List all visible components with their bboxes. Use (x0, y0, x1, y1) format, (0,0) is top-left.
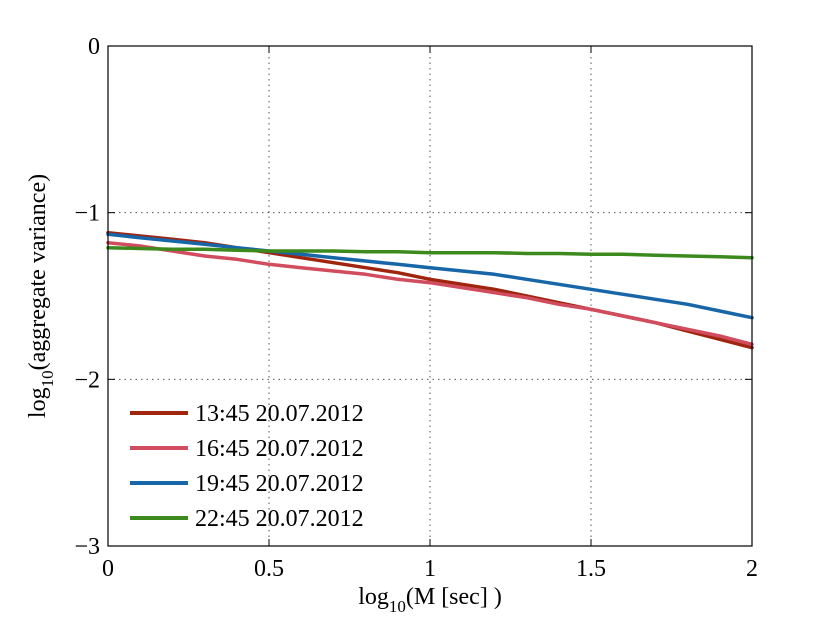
legend: 13:45 20.07.2012 16:45 20.07.2012 19:45 20… (130, 401, 364, 532)
y-axis-label-prefix: log (25, 387, 51, 418)
x-axis-label-subscript: 10 (389, 597, 406, 616)
x-tick-label: 0 (102, 556, 114, 582)
x-tick-label: 1.5 (576, 556, 606, 582)
y-axis-label-suffix: (aggregate variance) (25, 174, 51, 371)
grid (108, 46, 752, 546)
y-tick-label: −3 (74, 534, 100, 560)
series-line-2 (106, 240, 754, 347)
series-line-4 (106, 245, 754, 260)
legend-label-4: 22:45 20.07.2012 (195, 506, 364, 532)
y-axis-label: log10(aggregate variance) (25, 174, 57, 418)
series-line-3 (106, 232, 754, 320)
x-axis-label: log10(M [sec] ) (358, 584, 502, 616)
x-axis-label-suffix: (M [sec] ) (406, 584, 502, 610)
legend-label-1: 13:45 20.07.2012 (195, 401, 364, 427)
x-tick-label: 1 (424, 556, 436, 582)
legend-label-2: 16:45 20.07.2012 (195, 436, 364, 462)
x-tick-label: 0.5 (254, 556, 284, 582)
y-tick-label: −2 (74, 367, 100, 393)
x-tick-label: 2 (746, 556, 758, 582)
series-layer (106, 230, 754, 350)
y-tick-label: 0 (88, 34, 100, 60)
y-axis-label-subscript: 10 (38, 370, 57, 387)
legend-label-3: 19:45 20.07.2012 (195, 471, 364, 497)
x-axis-label-prefix: log (358, 584, 389, 610)
ticks: 0 0.5 1 1.5 2 −3 −2 −1 0 (74, 34, 758, 582)
y-tick-label: −1 (74, 201, 100, 227)
